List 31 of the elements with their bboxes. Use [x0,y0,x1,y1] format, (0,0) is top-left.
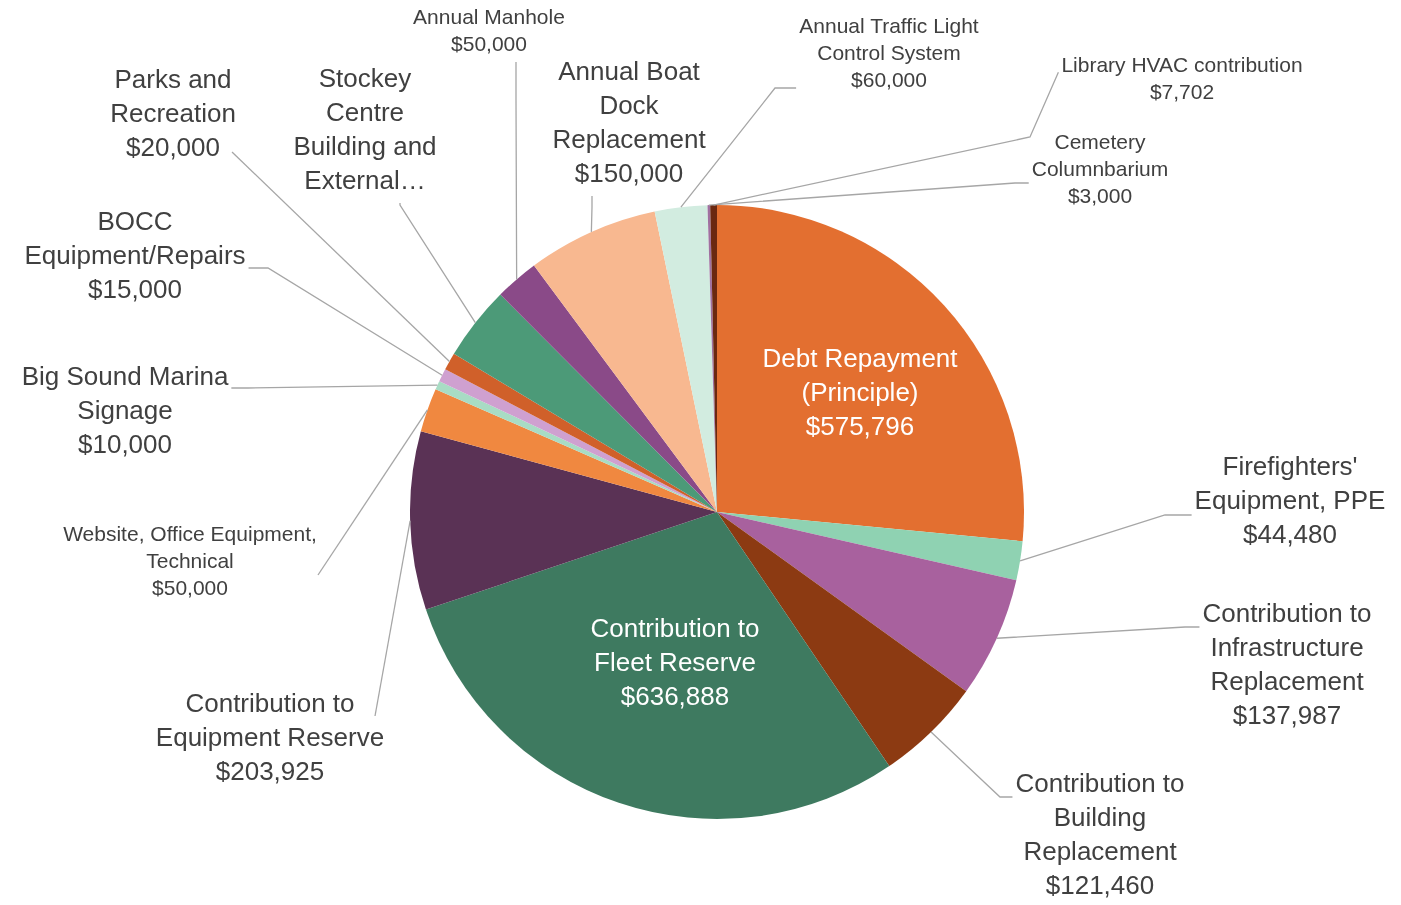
slice-label: BOCC Equipment/Repairs [24,206,246,271]
data-label: $20,000 [126,132,220,163]
data-label: $15,000 [88,274,182,305]
slice-label: Stockey Centre Building and External… [293,63,437,196]
slice-label: Annual Manhole [413,5,565,29]
data-label: $203,925 [215,756,325,787]
data-label: $121,460 [1045,870,1155,901]
slice-label: Annual Traffic Light Control System [799,14,979,65]
data-label: $575,796 [805,411,915,442]
slice-label: Website, Office Equipment, Technical [63,522,317,573]
slice-label: Annual Boat Dock Replacement [552,56,707,155]
slice-label: Big Sound Marina Signage [21,361,229,426]
slice-label: Contribution to Building Replacement [1015,768,1185,867]
data-label: $50,000 [152,576,228,600]
data-label: $636,888 [620,681,730,712]
slice-label: Parks and Recreation [110,64,236,129]
slice-label: Contribution to Equipment Reserve [155,688,385,753]
data-label: $44,480 [1243,519,1337,550]
data-label: $7,702 [1149,80,1215,104]
data-label: $10,000 [78,429,172,460]
slice-label: Contribution to Fleet Reserve [590,613,760,678]
slice-label: Cemetery Columnbarium [1031,130,1169,181]
data-label: $50,000 [451,32,527,56]
slice-label: Debt Repayment (Principle) [762,343,959,408]
slice-label: Library HVAC contribution [1061,53,1303,77]
slice-label: Contribution to Infrastructure Replacement [1202,598,1372,697]
slice-label: Firefighters' Equipment, PPE [1194,451,1386,516]
data-label: $137,987 [1232,700,1342,731]
data-label: $150,000 [574,158,684,189]
data-label: $3,000 [1067,184,1133,208]
data-label: $60,000 [851,68,927,92]
